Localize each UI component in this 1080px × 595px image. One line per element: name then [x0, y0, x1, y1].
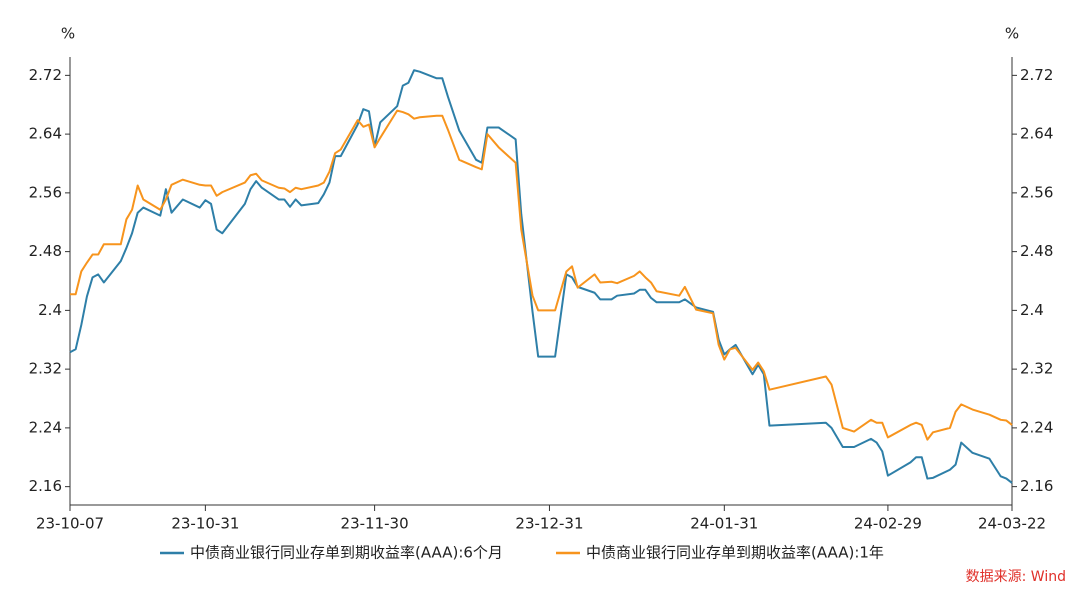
x-tick-label: 23-12-31 — [515, 515, 583, 533]
y-tick-label: 2.32 — [29, 360, 62, 378]
y-tick-label: 2.4 — [38, 301, 62, 319]
y-tick-label: 2.16 — [29, 477, 62, 495]
series-line — [70, 109, 1013, 441]
y2-tick-label: 2.64 — [1020, 125, 1053, 143]
y2-unit: % — [1005, 25, 1019, 43]
x-tick-label: 23-10-07 — [36, 515, 104, 533]
y2-tick-label: 2.24 — [1020, 418, 1053, 436]
y2-tick-label: 2.48 — [1020, 242, 1053, 260]
legend-label: 中债商业银行同业存单到期收益率(AAA):6个月 — [190, 544, 503, 562]
legend-label: 中债商业银行同业存单到期收益率(AAA):1年 — [586, 544, 884, 562]
y-unit: % — [61, 25, 75, 43]
y-tick-label: 2.24 — [29, 418, 62, 436]
y2-tick-label: 2.72 — [1020, 66, 1053, 84]
x-tick-label: 24-01-31 — [690, 515, 758, 533]
y-tick-label: 2.64 — [29, 125, 62, 143]
y-tick-label: 2.48 — [29, 242, 62, 260]
y2-tick-label: 2.32 — [1020, 360, 1053, 378]
x-tick-label: 24-03-22 — [978, 515, 1046, 533]
y2-tick-label: 2.4 — [1020, 301, 1044, 319]
y-tick-label: 2.72 — [29, 66, 62, 84]
x-tick-label: 24-02-29 — [854, 515, 922, 533]
x-tick-label: 23-11-30 — [341, 515, 409, 533]
y2-tick-label: 2.16 — [1020, 477, 1053, 495]
y-tick-label: 2.56 — [29, 183, 62, 201]
source-note: 数据来源: Wind — [966, 569, 1066, 585]
x-tick-label: 23-10-31 — [171, 515, 239, 533]
series-line — [69, 69, 1013, 484]
y2-tick-label: 2.56 — [1020, 183, 1053, 201]
